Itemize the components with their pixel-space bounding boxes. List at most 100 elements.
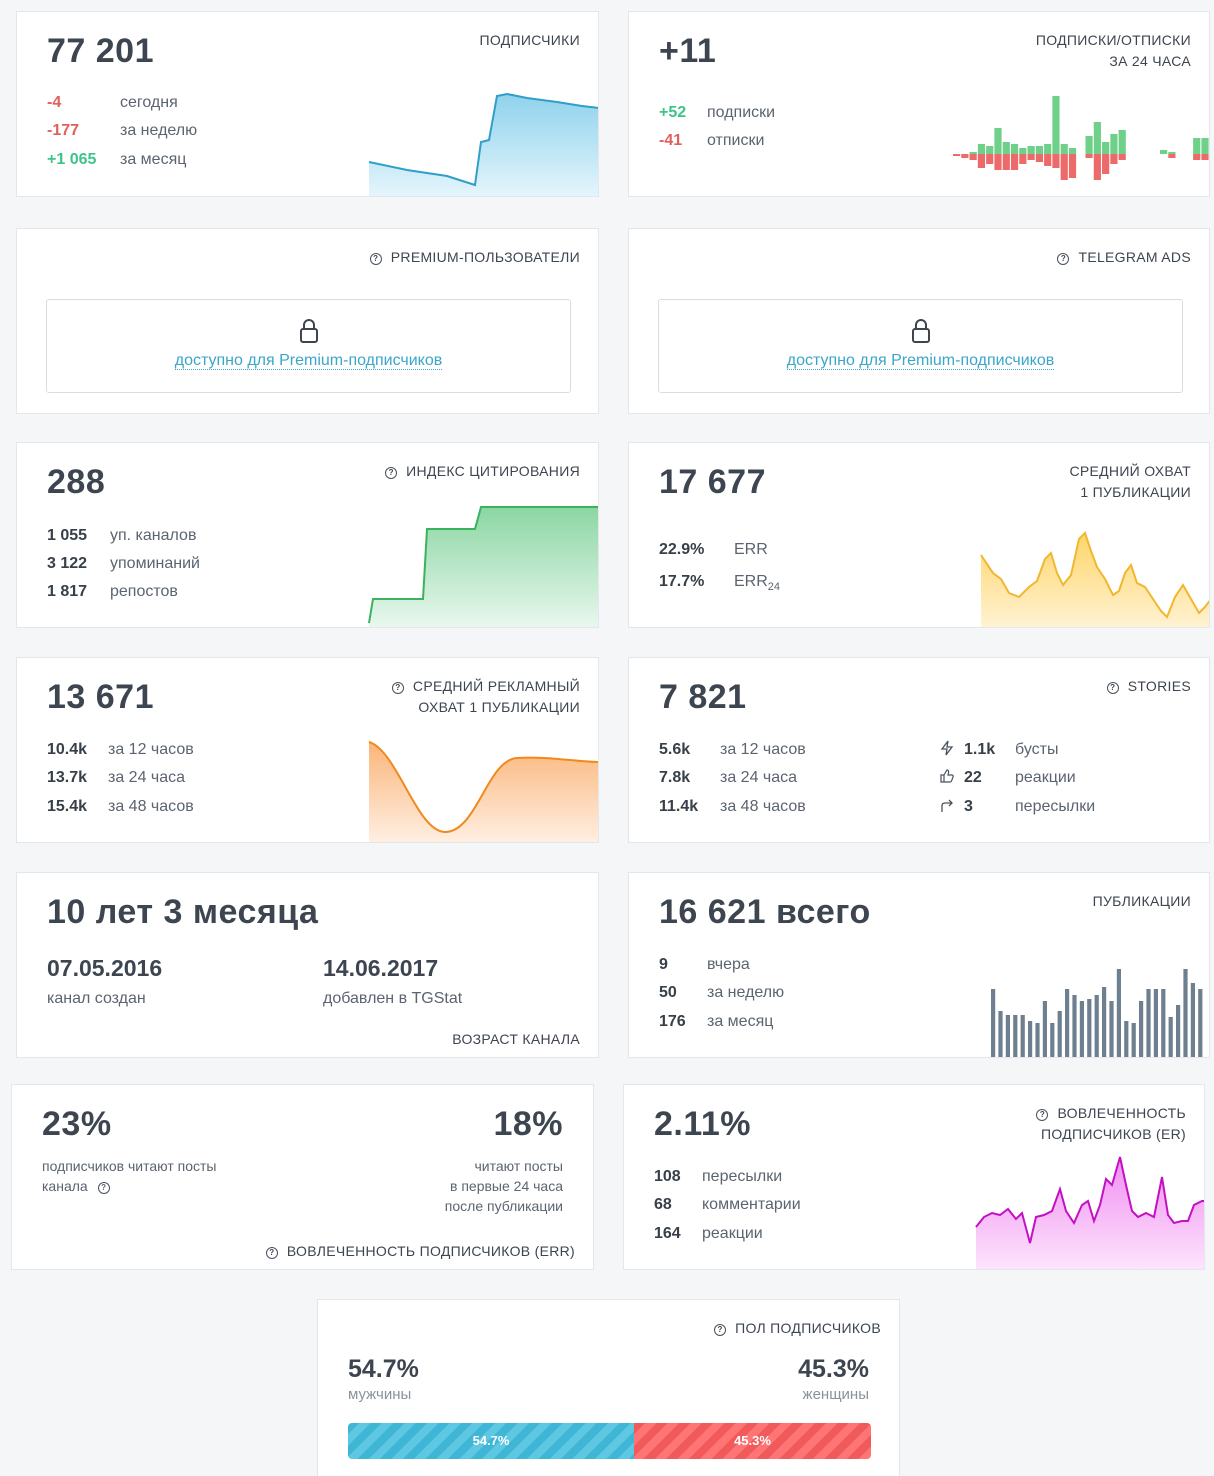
avg-reach-err24-value: 17.7% [659, 573, 705, 590]
unsubscribe-bar [1110, 154, 1118, 164]
gender-ratio-bar: 54.7% 45.3% [348, 1423, 871, 1459]
citation-card[interactable]: 288 ? ИНДЕКС ЦИТИРОВАНИЯ 1 055 уп. каналов… [16, 442, 599, 628]
subscribe-bar [1019, 148, 1027, 154]
unsubscribe-bar [1093, 154, 1101, 180]
publications-bar-chart [991, 969, 1203, 1057]
subscribe-bar [994, 128, 1002, 154]
stories-forwards-value: 3 [964, 798, 973, 815]
publications-month-label: за месяц [707, 1013, 774, 1030]
ad-reach-12h-label: за 12 часов [108, 741, 194, 758]
subs-24h-card[interactable]: +11 ПОДПИСКИ/ОТПИСКИ ЗА 24 ЧАСА +52 подпи… [628, 11, 1210, 197]
telegram-ads-link-text[interactable]: доступно для Premium-подписчиков [786, 352, 1055, 370]
subscribe-bar [1010, 144, 1019, 154]
subscribers-today-row: -4 сегодня [47, 92, 178, 114]
help-icon[interactable]: ? [265, 1247, 278, 1259]
subscribers-month-row: +1 065 за месяц [47, 149, 186, 171]
err-title-text: ВОВЛЕЧЕННОСТЬ ПОДПИСЧИКОВ (ERR) [286, 1243, 575, 1259]
er-title-line1: ВОВЛЕЧЕННОСТЬ [1057, 1105, 1186, 1121]
help-icon[interactable]: ? [1106, 682, 1119, 694]
unsubscribe-bar [1085, 154, 1093, 158]
avg-reach-err24-sub: 24 [767, 581, 781, 594]
stories-reactions-label: реакции [1015, 769, 1076, 786]
ad-reach-48h-value: 15.4k [47, 798, 88, 815]
publication-bar [1065, 989, 1070, 1057]
er-comments-value: 68 [654, 1196, 672, 1213]
unsubscribe-bar [1052, 154, 1060, 168]
avg-reach-err24-label-text: ERR [734, 573, 768, 590]
stories-boosts-label: бусты [1015, 741, 1059, 758]
ad-reach-24h-row: 13.7k за 24 часа [47, 767, 185, 789]
stories-reactions-value: 22 [964, 769, 982, 786]
subscribe-bar [1044, 144, 1052, 154]
stories-12h-label: за 12 часов [720, 741, 806, 758]
premium-users-link-text[interactable]: доступно для Premium-подписчиков [174, 352, 443, 370]
ad-reach-area [369, 742, 598, 842]
err-card[interactable]: 23% подписчиков читают посты канала ? 18… [11, 1084, 594, 1270]
citation-reposts-label: репостов [110, 583, 178, 600]
err-left-caption-line2-wrap: канала ? [42, 1176, 216, 1196]
er-card[interactable]: 2.11% ? ВОВЛЕЧЕННОСТЬ ПОДПИСЧИКОВ (ER) 10… [623, 1084, 1205, 1270]
publications-card[interactable]: 16 621 всего ПУБЛИКАЦИИ 9 вчера 50 за неде… [628, 872, 1210, 1058]
er-value: 2.11% [654, 1105, 752, 1143]
publications-yesterday-label: вчера [707, 956, 750, 973]
gender-card[interactable]: ? ПОЛ ПОДПИСЧИКОВ 54.7% мужчины 45.3% жен… [317, 1299, 900, 1476]
channel-created-label: канал создан [47, 990, 146, 1007]
publication-bar [1005, 1015, 1010, 1057]
ad-reach-card[interactable]: 13 671 ? СРЕДНИЙ РЕКЛАМНЫЙ ОХВАТ 1 ПУБЛИК… [16, 657, 599, 843]
citation-step-chart [368, 506, 598, 627]
channel-age-card[interactable]: 10 лет 3 месяца 07.05.2016 канал создан … [16, 872, 599, 1058]
publication-bar [1028, 1021, 1033, 1057]
gender-female-segment: 45.3% [634, 1423, 871, 1459]
publications-week-label: за неделю [707, 984, 785, 1001]
gender-female-value: 45.3% [798, 1355, 869, 1383]
subscribe-bar [1093, 122, 1101, 154]
help-icon[interactable]: ? [385, 467, 398, 479]
help-icon[interactable]: ? [391, 682, 404, 694]
stories-title-text: STORIES [1127, 678, 1191, 694]
telegram-ads-locked-box: доступно для Premium-подписчиков [658, 299, 1183, 393]
subscribe-bar [1068, 148, 1077, 154]
stories-card[interactable]: 7 821 ? STORIES 5.6k за 12 часов 7.8k за 24… [628, 657, 1210, 843]
publications-week-value: 50 [659, 984, 677, 1001]
help-icon[interactable]: ? [714, 1324, 727, 1336]
help-icon[interactable]: ? [369, 253, 382, 265]
citation-reposts-value: 1 817 [47, 583, 88, 600]
help-icon[interactable]: ? [1057, 253, 1070, 265]
thumbs-up-icon [940, 769, 954, 783]
avg-reach-sparkline [980, 531, 1209, 627]
subscribe-bar [1118, 130, 1126, 154]
stories-reactions-row: 22 реакции [940, 767, 1076, 789]
subs-24h-joined-label: подписки [707, 104, 776, 121]
err-right-caption: читают посты в первые 24 часа после публ… [445, 1156, 563, 1216]
citation-mentions-label: упоминаний [110, 555, 200, 572]
subscribers-card[interactable]: 77 201 ПОДПИСЧИКИ -4 сегодня -177 за недел… [16, 11, 599, 197]
lock-icon [299, 319, 318, 343]
avg-reach-line [980, 531, 1209, 619]
publication-bar [1183, 969, 1188, 1057]
help-icon[interactable]: ? [97, 1182, 110, 1194]
ad-reach-curve [368, 741, 598, 842]
telegram-ads-card[interactable]: ? TELEGRAM ADS доступно для Premium-подпи… [628, 228, 1210, 414]
unsubscribe-bar [1201, 154, 1209, 160]
err-right-caption-line3: после публикации [444, 1198, 563, 1214]
channel-age-title: ВОЗРАСТ КАНАЛА [452, 1031, 580, 1047]
telegram-ads-link[interactable]: доступно для Premium-подписчиков [659, 352, 1182, 370]
publication-bar [998, 1011, 1003, 1057]
stories-24h-label: за 24 часа [720, 769, 798, 786]
publication-bar [1087, 999, 1092, 1057]
avg-reach-card[interactable]: 17 677 СРЕДНИЙ ОХВАТ 1 ПУБЛИКАЦИИ 22.9% E… [628, 442, 1210, 628]
er-reactions-value: 164 [654, 1225, 681, 1242]
er-sparkline [975, 1156, 1204, 1269]
publication-bar [1020, 1015, 1025, 1057]
premium-users-card[interactable]: ? PREMIUM-ПОЛЬЗОВАТЕЛИ доступно для Premi… [16, 228, 599, 414]
gender-male-value: 54.7% [348, 1355, 419, 1383]
subscribers-today-label: сегодня [120, 94, 178, 111]
citation-channels-row: 1 055 уп. каналов [47, 525, 196, 547]
premium-users-link[interactable]: доступно для Premium-подписчиков [47, 352, 570, 370]
unsubscribe-bar [1102, 154, 1110, 174]
publication-bar [1102, 987, 1107, 1057]
premium-users-title-text: PREMIUM-ПОЛЬЗОВАТЕЛИ [390, 249, 580, 265]
help-icon[interactable]: ? [1036, 1109, 1049, 1121]
err-right-caption-line1: читают посты [474, 1158, 564, 1174]
publication-bar [1198, 989, 1203, 1057]
